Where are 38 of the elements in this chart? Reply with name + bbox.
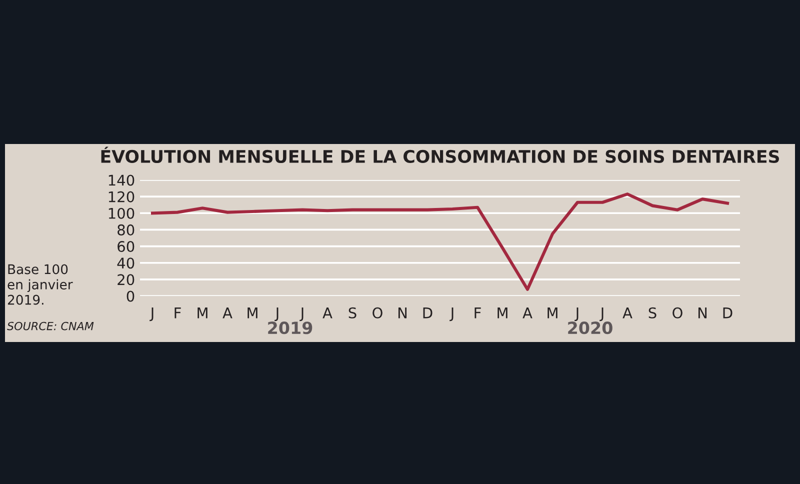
x-tick-label: J bbox=[450, 308, 454, 322]
x-tick-label: J bbox=[274, 308, 278, 322]
x-tick-label: A bbox=[322, 308, 332, 318]
y-tick-label: 60 bbox=[118, 241, 134, 252]
chart-title: ÉVOLUTION MENSUELLE DE LA CONSOMMATION DE SOINS DENTAIRES bbox=[101, 146, 779, 164]
x-tick-label: M bbox=[548, 308, 558, 318]
x-tick-label: A bbox=[222, 308, 232, 318]
x-tick-label: M bbox=[198, 308, 208, 318]
y-tick-label: 140 bbox=[108, 174, 134, 186]
x-tick-label: S bbox=[648, 307, 656, 318]
y-tick-label: 20 bbox=[118, 274, 134, 286]
x-tick-label: M bbox=[248, 308, 258, 318]
x-tick-label: N bbox=[698, 308, 707, 318]
y-tick-label: 80 bbox=[118, 224, 134, 236]
x-tick-label: A bbox=[622, 308, 632, 318]
x-tick-label: J bbox=[600, 308, 604, 322]
x-tick-label: J bbox=[574, 308, 578, 322]
text: 2019 bbox=[268, 322, 312, 334]
x-tick-label: A bbox=[522, 308, 532, 318]
y-tick-label: 40 bbox=[117, 258, 134, 269]
x-tick-label: S bbox=[348, 307, 356, 318]
x-tick-label: F bbox=[174, 308, 181, 318]
x-tick-label: J bbox=[150, 308, 154, 322]
x-tick-label: O bbox=[372, 307, 382, 318]
x-tick-label: J bbox=[300, 308, 304, 322]
x-tick-label: M bbox=[498, 308, 508, 318]
y-tick-label: 100 bbox=[108, 208, 134, 219]
x-tick-label: D bbox=[723, 308, 732, 318]
source-note: SOURCE: CNAM bbox=[7, 322, 94, 330]
x-tick-label: D bbox=[423, 308, 432, 318]
y-tick-label: 0 bbox=[126, 290, 134, 302]
text: 2020 bbox=[568, 322, 612, 334]
x-tick-label: F bbox=[474, 308, 481, 318]
x-tick-label: O bbox=[672, 307, 682, 318]
text: Base 100 en janvier 2019. bbox=[8, 264, 73, 305]
line-series bbox=[150, 192, 730, 291]
x-tick-label: N bbox=[398, 308, 407, 318]
y-tick-label: 120 bbox=[108, 191, 134, 202]
